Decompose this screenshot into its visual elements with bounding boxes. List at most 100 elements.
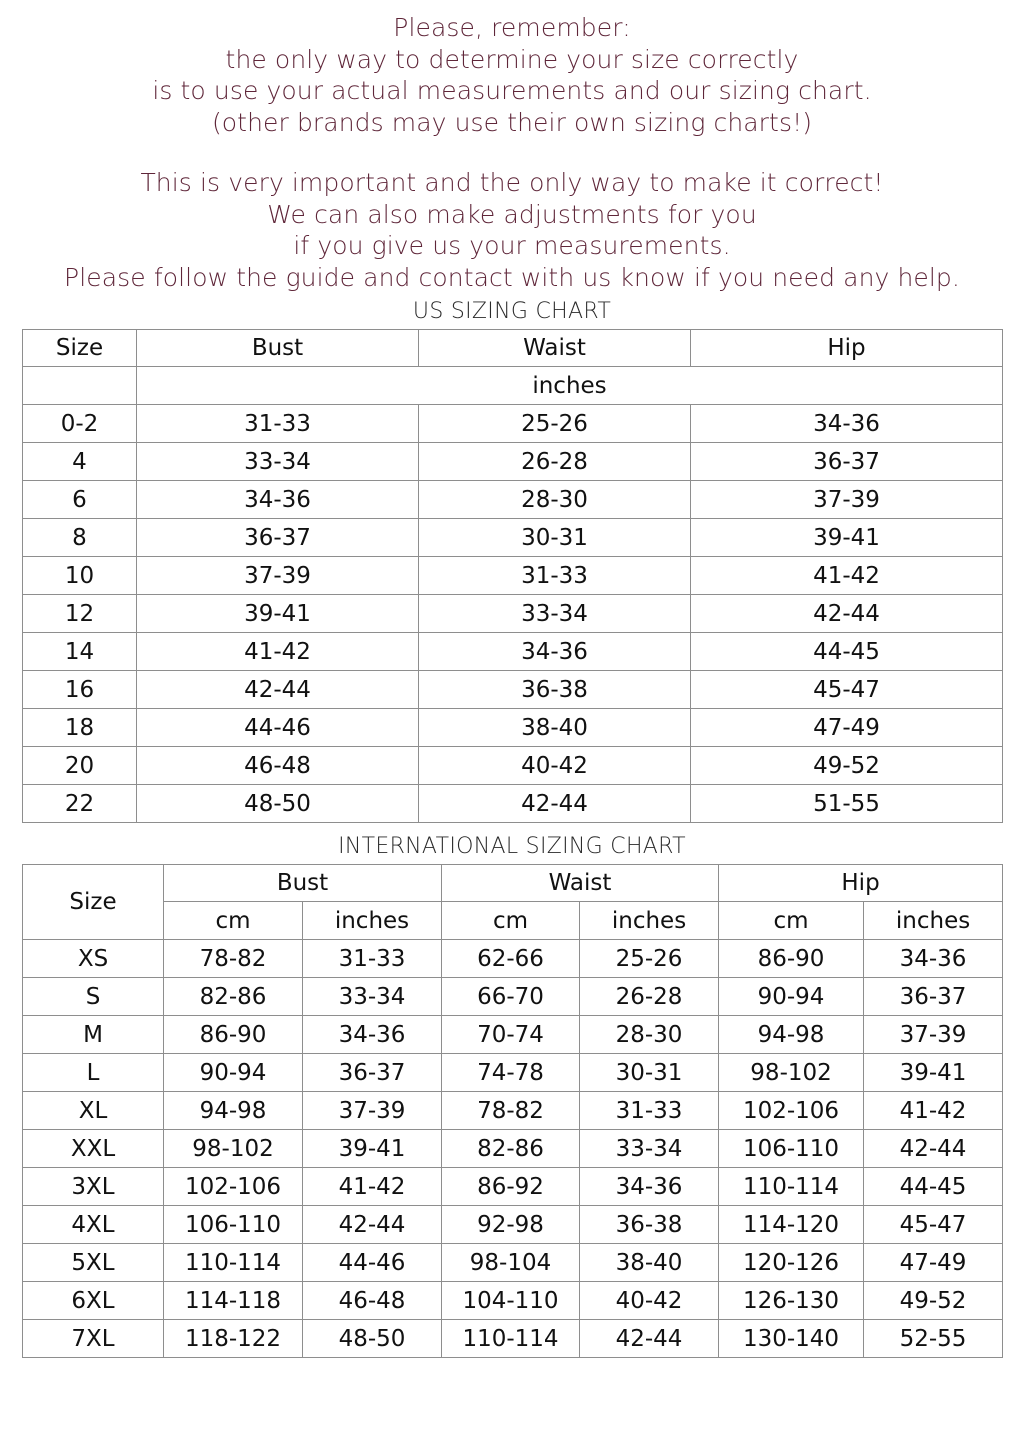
cell-hip: 51-55 <box>690 784 1003 823</box>
cell-bust: 36-37 <box>136 518 419 557</box>
cell-bust-in: 37-39 <box>301 1091 443 1130</box>
cell-bust-in: 48-50 <box>301 1319 443 1358</box>
cell-waist-in: 25-26 <box>579 939 720 978</box>
cell-bust: 44-46 <box>136 708 419 747</box>
cell-size: L <box>22 1053 164 1092</box>
notice-line: is to use your actual measurements and o… <box>152 76 872 105</box>
cell-hip-in: 39-41 <box>863 1053 1004 1092</box>
cell-waist: 34-36 <box>418 632 691 671</box>
cell-hip-in: 47-49 <box>863 1243 1004 1282</box>
table-row: 8 36-37 30-31 39-41 <box>22 518 1003 557</box>
cell-bust-cm: 94-98 <box>163 1091 303 1130</box>
cell-hip-in: 34-36 <box>863 939 1004 978</box>
cell-bust-cm: 110-114 <box>163 1243 303 1282</box>
cell-size: 5XL <box>22 1243 164 1282</box>
cell-size: 22 <box>22 784 137 823</box>
cell-bust: 48-50 <box>136 784 419 823</box>
us-unit-row: inches <box>22 366 1003 405</box>
cell-waist-cm: 62-66 <box>441 939 581 978</box>
cell-bust-cm: 82-86 <box>163 977 303 1016</box>
table-row: 14 41-42 34-36 44-45 <box>22 632 1003 671</box>
cell-waist: 30-31 <box>418 518 691 557</box>
cell-hip-in: 44-45 <box>863 1167 1004 1206</box>
table-row: L 90-94 36-37 74-78 30-31 98-102 39-41 <box>22 1053 1004 1092</box>
cell-bust-cm: 106-110 <box>163 1205 303 1244</box>
table-row: 6XL 114-118 46-48 104-110 40-42 126-130 … <box>22 1281 1004 1320</box>
table-row: 5XL 110-114 44-46 98-104 38-40 120-126 4… <box>22 1243 1004 1282</box>
table-row: XL 94-98 37-39 78-82 31-33 102-106 41-42 <box>22 1091 1004 1130</box>
cell-hip-cm: 102-106 <box>718 1091 865 1130</box>
intl-col-header-bust: Bust <box>162 864 443 902</box>
international-header-row: Size Bust Waist Hip <box>22 864 1004 940</box>
table-row: 0-2 31-33 25-26 34-36 <box>22 404 1003 443</box>
cell-size: XS <box>22 939 164 978</box>
international-table-wrap: Size Bust Waist Hip cm inches cm inches … <box>0 864 1024 1358</box>
cell-waist: 38-40 <box>418 708 691 747</box>
cell-hip: 37-39 <box>690 480 1003 519</box>
cell-size: 7XL <box>22 1319 164 1358</box>
cell-waist-cm: 74-78 <box>441 1053 581 1092</box>
us-col-header-waist: Waist <box>418 329 691 367</box>
cell-hip: 42-44 <box>690 594 1003 633</box>
notice-block-2: This is very important and the only way … <box>0 167 1024 293</box>
cell-waist-in: 28-30 <box>579 1015 720 1054</box>
cell-waist-cm: 82-86 <box>441 1129 581 1168</box>
cell-hip: 49-52 <box>690 746 1003 785</box>
cell-bust-cm: 78-82 <box>163 939 303 978</box>
us-chart-title: US SIZING CHART <box>412 299 612 324</box>
cell-waist: 36-38 <box>418 670 691 709</box>
notice-line: the only way to determine your size corr… <box>225 44 799 74</box>
cell-waist: 28-30 <box>418 480 691 519</box>
cell-waist-in: 31-33 <box>579 1091 720 1130</box>
intl-subheader-bust-cm: cm <box>163 901 303 940</box>
cell-hip: 47-49 <box>690 708 1003 747</box>
cell-bust: 46-48 <box>136 746 419 785</box>
cell-hip-cm: 130-140 <box>718 1319 865 1358</box>
notice-spacer <box>0 138 1024 167</box>
intl-col-header-hip: Hip <box>718 864 1004 902</box>
intl-col-header-waist: Waist <box>441 864 720 902</box>
table-row: 3XL 102-106 41-42 86-92 34-36 110-114 44… <box>22 1167 1004 1206</box>
notice-line: We can also make adjustments for you <box>267 199 757 229</box>
us-col-header-hip: Hip <box>690 329 1003 367</box>
cell-waist: 31-33 <box>418 556 691 595</box>
cell-size: 0-2 <box>22 404 137 443</box>
cell-size: 8 <box>22 518 137 557</box>
cell-bust-cm: 90-94 <box>163 1053 303 1092</box>
cell-waist-cm: 92-98 <box>441 1205 581 1244</box>
intl-subheader-waist-cm: cm <box>441 901 581 940</box>
cell-size: 10 <box>22 556 137 595</box>
table-row: 12 39-41 33-34 42-44 <box>22 594 1003 633</box>
us-sizing-table: Size Bust Waist Hip inches 0-2 31-33 25-… <box>22 329 1003 823</box>
notice-line: Please follow the guide and contact with… <box>64 262 960 292</box>
table-row: M 86-90 34-36 70-74 28-30 94-98 37-39 <box>22 1015 1004 1054</box>
cell-waist-cm: 66-70 <box>441 977 581 1016</box>
international-table-body: XS 78-82 31-33 62-66 25-26 86-90 34-36 S… <box>22 939 1004 1358</box>
table-row: S 82-86 33-34 66-70 26-28 90-94 36-37 <box>22 977 1004 1016</box>
cell-waist-in: 33-34 <box>579 1129 720 1168</box>
cell-hip: 39-41 <box>690 518 1003 557</box>
cell-waist-cm: 78-82 <box>441 1091 581 1130</box>
cell-hip-cm: 120-126 <box>718 1243 865 1282</box>
cell-size: XL <box>22 1091 164 1130</box>
cell-waist-cm: 70-74 <box>441 1015 581 1054</box>
international-subheader-row: cm inches cm inches cm inches <box>23 901 1004 940</box>
us-unit-label: inches <box>136 366 1003 405</box>
cell-hip-in: 49-52 <box>863 1281 1004 1320</box>
cell-hip-in: 36-37 <box>863 977 1004 1016</box>
cell-waist-in: 36-38 <box>579 1205 720 1244</box>
table-row: 10 37-39 31-33 41-42 <box>22 556 1003 595</box>
cell-hip-cm: 114-120 <box>718 1205 865 1244</box>
cell-bust: 42-44 <box>136 670 419 709</box>
table-row: 22 48-50 42-44 51-55 <box>22 784 1003 823</box>
cell-bust-in: 44-46 <box>301 1243 443 1282</box>
cell-waist-in: 38-40 <box>579 1243 720 1282</box>
cell-size: 18 <box>22 708 137 747</box>
us-table-body: 0-2 31-33 25-26 34-36 4 33-34 26-28 36-3… <box>22 404 1003 823</box>
cell-size: 4 <box>22 442 137 481</box>
international-chart-title: INTERNATIONAL SIZING CHART <box>338 834 686 859</box>
cell-waist: 26-28 <box>418 442 691 481</box>
cell-bust-cm: 86-90 <box>163 1015 303 1054</box>
cell-bust-in: 42-44 <box>301 1205 443 1244</box>
